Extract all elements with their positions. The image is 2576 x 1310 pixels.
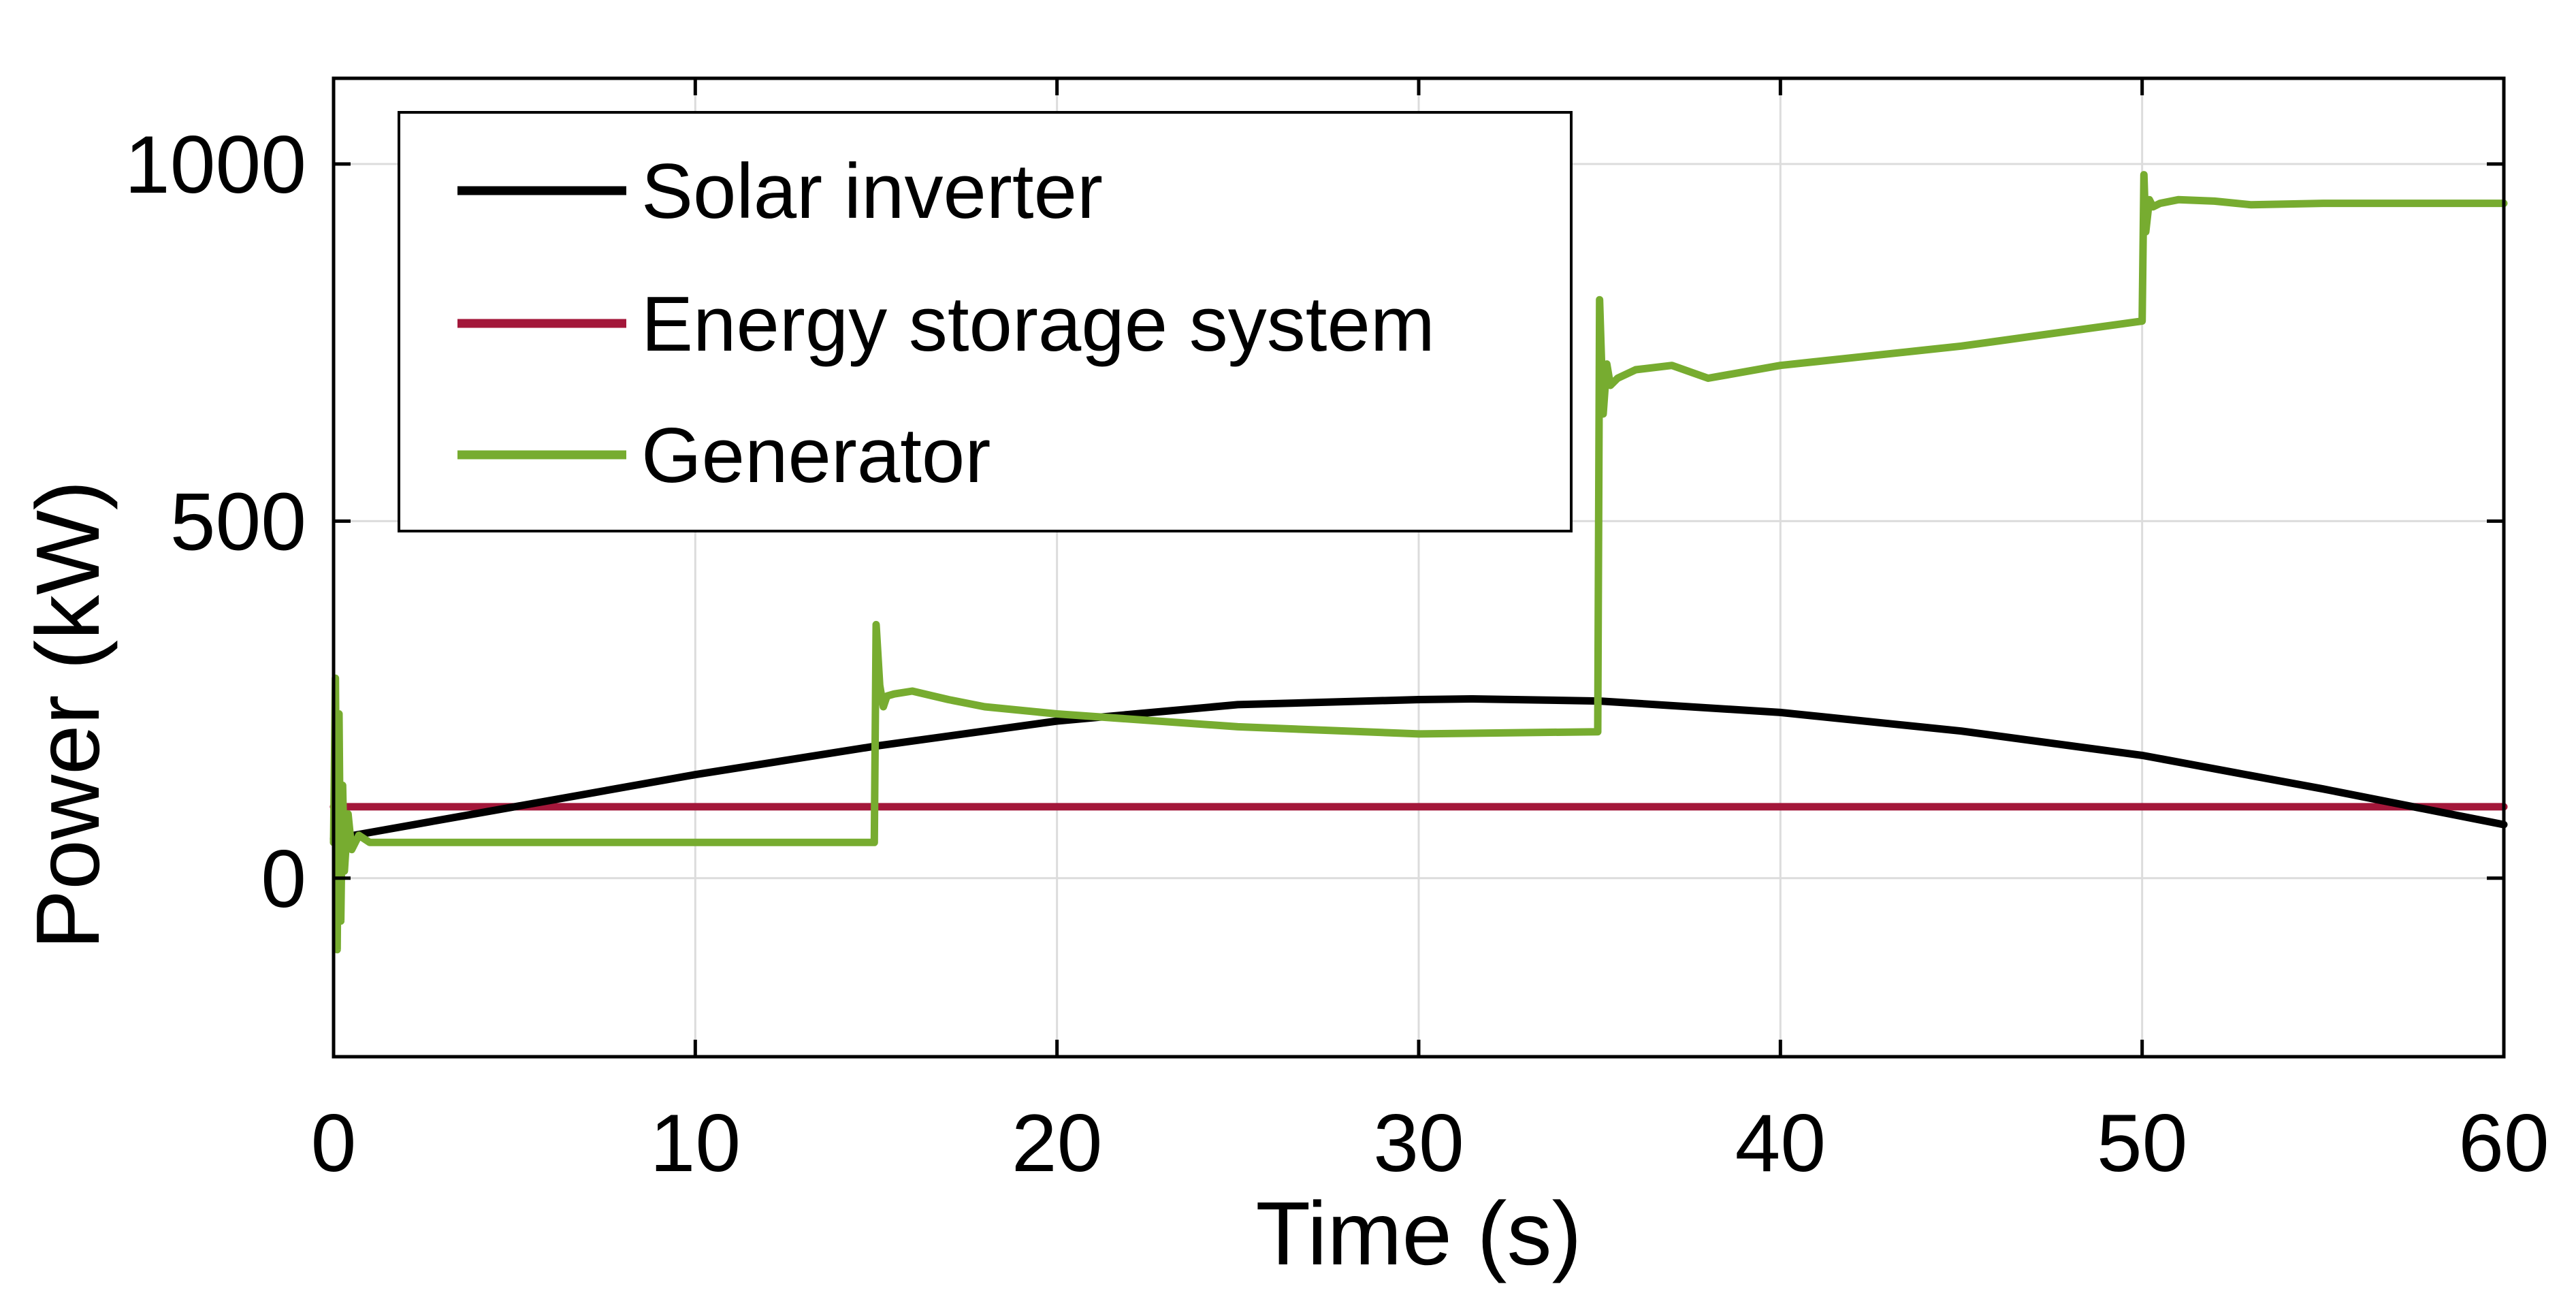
axis-ticks: 0 10 20 30 40 50 60 0 500 1000 [125,78,2549,1189]
x-tick-label: 0 [311,1098,357,1189]
x-tick-label: 10 [650,1098,741,1189]
legend-label-solar-inverter: Solar inverter [641,148,1103,235]
plot-series [329,171,2508,954]
series-line-generator [329,171,2508,954]
series-line-solar-inverter [329,695,2508,843]
legend-label-energy-storage-system: Energy storage system [641,281,1435,368]
x-tick-label: 60 [2458,1098,2549,1189]
legend-label-generator: Generator [641,413,991,499]
legend: Solar inverter Energy storage system Gener… [398,111,1573,532]
x-tick-label: 40 [1735,1098,1826,1189]
y-tick-label: 0 [261,833,306,925]
x-axis-label: Time (s) [1255,1183,1581,1283]
x-tick-label: 20 [1012,1098,1102,1189]
y-tick-label: 1000 [125,119,306,210]
y-axis-label: Power (kW) [18,480,118,949]
y-tick-label: 500 [170,476,306,567]
x-tick-label: 50 [2097,1098,2187,1189]
x-tick-label: 30 [1373,1098,1464,1189]
